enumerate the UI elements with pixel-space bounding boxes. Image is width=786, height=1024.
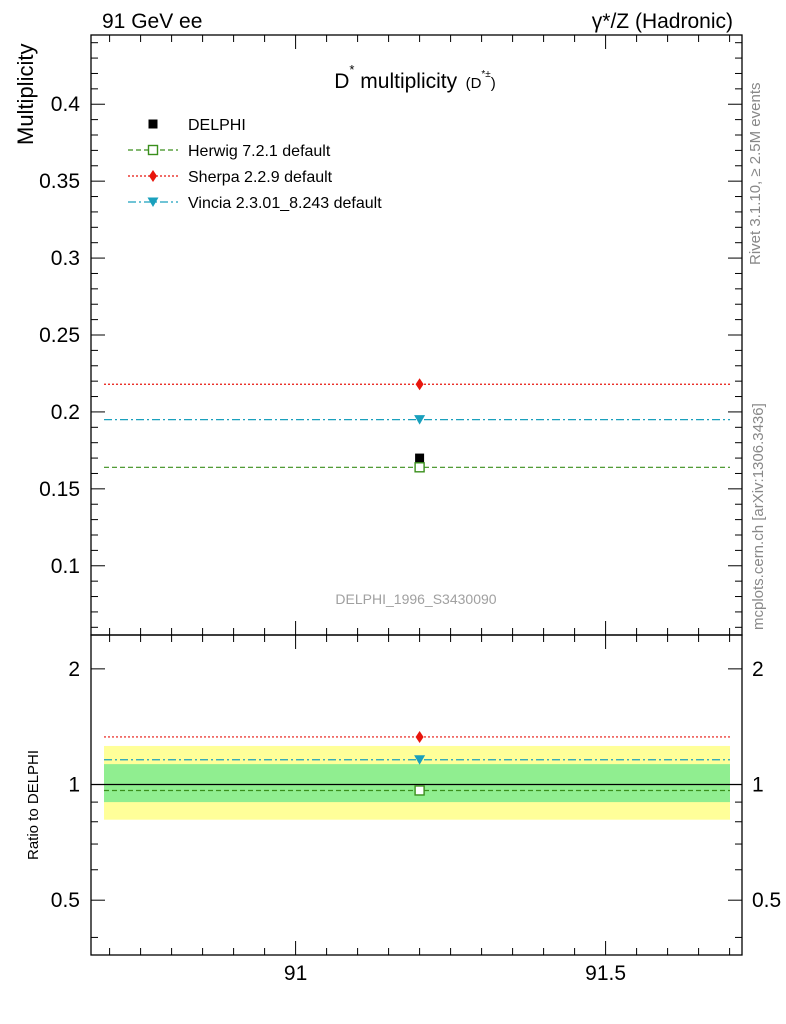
ratio-ticks: 91 91.5 0.5 0.5 1 1 2 2 (51, 635, 781, 985)
legend-marker-0 (148, 119, 158, 129)
main-series-markers (414, 378, 426, 473)
main-ticks: 0.1 0.15 0.2 0.25 0.3 0.35 0.4 (39, 35, 742, 635)
legend: DELPHI Herwig 7.2.1 default Sherpa 2.2.9 d… (128, 117, 382, 212)
ratio-marker-3 (414, 755, 426, 765)
ratio-marker-1 (414, 785, 425, 796)
legend-label-0: DELPHI (188, 117, 246, 134)
mcplots-label: mcplots.cern.ch [arXiv:1306.3436] (750, 403, 767, 630)
main-y-tick-label: 0.25 (39, 324, 80, 347)
main-y-tick-label: 0.15 (39, 478, 80, 501)
legend-marker-1 (147, 144, 159, 156)
ratio-ylabel: Ratio to DELPHI (25, 750, 42, 860)
main-y-tick-label: 0.2 (51, 401, 80, 424)
main-y-tick-label: 0.3 (51, 247, 80, 270)
main-title: D* multiplicity (D*±) (334, 62, 496, 93)
ratio-y-tick-label-left: 1 (68, 774, 80, 797)
legend-marker-2 (149, 170, 157, 182)
main-y-tick-label: 0.35 (39, 170, 80, 193)
analysis-watermark: DELPHI_1996_S3430090 (335, 591, 496, 607)
ratio-series-markers (414, 730, 426, 796)
legend-label-2: Sherpa 2.2.9 default (188, 169, 333, 186)
ratio-y-tick-label-right: 2 (752, 658, 764, 681)
ratio-frame (90, 634, 743, 956)
main-marker-1 (414, 462, 425, 473)
main-y-tick-label: 0.4 (51, 93, 81, 116)
legend-marker-3 (147, 197, 159, 207)
main-y-tick-label: 0.1 (51, 555, 80, 578)
x-tick-label: 91.5 (585, 962, 626, 985)
main-ylabel: Multiplicity (13, 44, 38, 145)
ratio-y-tick-label-right: 1 (752, 774, 764, 797)
ratio-y-tick-label-left: 0.5 (51, 889, 80, 912)
x-tick-label: 91 (284, 962, 307, 985)
header-left: 91 GeV ee (102, 10, 202, 33)
legend-label-1: Herwig 7.2.1 default (188, 143, 331, 160)
ratio-marker-2 (415, 730, 424, 743)
main-marker-2 (415, 378, 424, 391)
header-right: γ*/Z (Hadronic) (592, 10, 733, 33)
main-marker-3 (414, 415, 426, 425)
ratio-y-tick-label-right: 0.5 (752, 889, 781, 912)
rivet-label: Rivet 3.1.10, ≥ 2.5M events (747, 83, 764, 266)
main-marker-0 (415, 453, 425, 463)
band-inner (104, 764, 730, 803)
ratio-y-tick-label-left: 2 (68, 658, 80, 681)
legend-label-3: Vincia 2.3.01_8.243 default (188, 195, 382, 212)
